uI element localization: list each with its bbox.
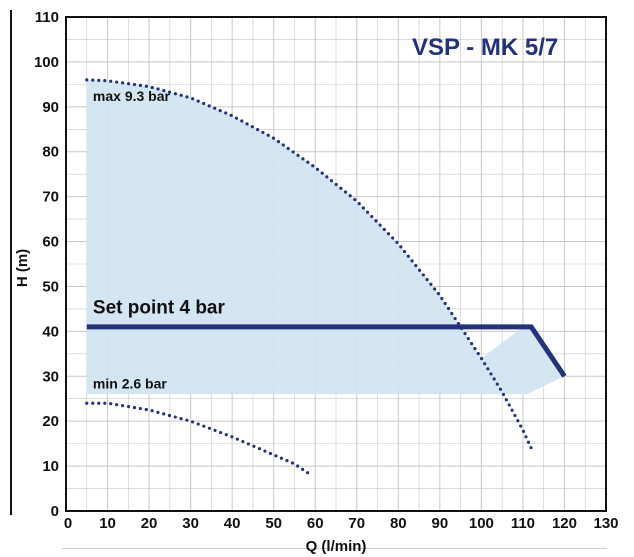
left-margin-rule (10, 10, 12, 515)
series-group (85, 78, 567, 477)
annotation-label: min 2.6 bar (93, 375, 167, 391)
x-tick-label: 100 (469, 515, 494, 532)
y-tick-label: 100 (34, 54, 59, 71)
x-tick-label: 10 (99, 515, 116, 532)
x-tick-label: 0 (64, 515, 72, 532)
x-axis-label: Q (l/min) (306, 538, 367, 555)
x-tick-label: 40 (224, 515, 241, 532)
x-tick-label: 30 (182, 515, 199, 532)
y-tick-label: 40 (42, 323, 59, 340)
annotation-label: max 9.3 bar (93, 88, 171, 104)
x-tick-label: 90 (432, 515, 449, 532)
x-tick-label: 50 (265, 515, 282, 532)
y-tick-label: 90 (42, 99, 59, 116)
x-tick-label: 130 (593, 515, 618, 532)
y-tick-label: 0 (51, 503, 59, 520)
operating-range-area (86, 79, 565, 395)
x-tick-label: 110 (511, 515, 535, 532)
x-tick-labels: 0 10 20 30 40 50 60 70 80 90 100 110 120 130 (64, 515, 619, 532)
plot-frame (65, 16, 607, 512)
y-tick-label: 110 (35, 9, 59, 26)
y-tick-label: 10 (42, 458, 59, 475)
x-tick-label: 60 (307, 515, 324, 532)
y-tick-label: 80 (42, 144, 59, 161)
y-tick-label: 30 (42, 368, 59, 385)
x-tick-label: 70 (348, 515, 365, 532)
series-set-point-4-bar (86, 324, 567, 378)
x-tick-label: 20 (141, 515, 158, 532)
bottom-margin-rule (62, 548, 607, 549)
annotation-label: Set point 4 bar (93, 297, 226, 318)
y-tick-label: 60 (42, 234, 59, 251)
operating-range-fill (86, 79, 565, 395)
y-tick-label: 70 (42, 189, 59, 206)
series-min-2-6-bar (85, 401, 313, 477)
y-tick-labels: 0 10 20 30 40 50 60 70 80 90 100 110 (34, 9, 59, 520)
x-tick-label: 120 (552, 515, 577, 532)
y-axis-label: H (m) (14, 249, 31, 287)
y-tick-label: 50 (42, 278, 59, 295)
chart-title: VSP - MK 5/7 (412, 34, 558, 61)
y-tick-label: 20 (42, 413, 59, 430)
x-tick-label: 80 (390, 515, 407, 532)
annotations: max 9.3 bar Set point 4 bar min 2.6 bar (93, 88, 226, 391)
series-max-9-3-bar (85, 78, 533, 450)
